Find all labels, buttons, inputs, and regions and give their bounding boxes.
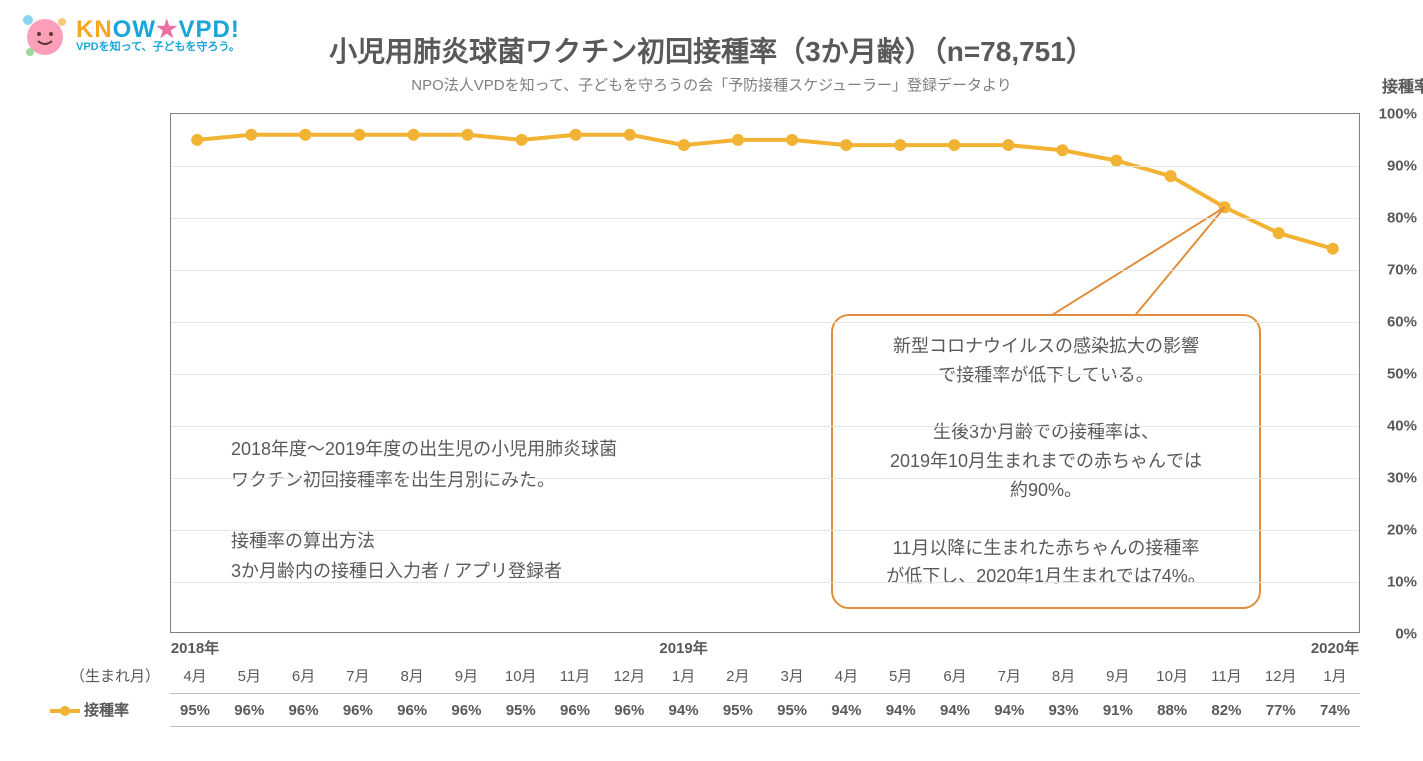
logo-star: ★ xyxy=(156,16,179,43)
gridline xyxy=(171,166,1359,167)
y-axis-title: 接種率 xyxy=(1382,73,1423,97)
gridline xyxy=(171,426,1359,427)
x-month-label: 5月 xyxy=(889,665,912,686)
x-month-label: 2月 xyxy=(726,665,749,686)
value-cell: 88% xyxy=(1157,694,1187,728)
y-tick-label: 60% xyxy=(1387,314,1417,331)
value-cell: 96% xyxy=(451,694,481,728)
gridline xyxy=(171,530,1359,531)
x-month-label: 7月 xyxy=(998,665,1021,686)
callout-line: 11月以降に生まれた赤ちゃんの接種率 xyxy=(893,538,1200,558)
value-cell: 96% xyxy=(614,694,644,728)
value-cell: 94% xyxy=(831,694,861,728)
value-cell: 82% xyxy=(1211,694,1241,728)
y-tick-label: 80% xyxy=(1387,210,1417,227)
x-month-label: 7月 xyxy=(346,665,369,686)
y-tick-label: 20% xyxy=(1387,522,1417,539)
logo-text: KNOW★VPD! VPDを知って、子どもを守ろう。 xyxy=(76,18,240,53)
x-month-label: 1月 xyxy=(1323,665,1346,686)
x-year-label: 2018年 xyxy=(171,637,219,658)
x-month-label: 10月 xyxy=(505,665,537,686)
logo-kn: KN xyxy=(76,16,113,43)
x-month-label: 3月 xyxy=(780,665,803,686)
y-tick-label: 0% xyxy=(1395,626,1417,643)
y-tick-label: 40% xyxy=(1387,418,1417,435)
logo-vpd: VPD! xyxy=(179,16,240,43)
gridline xyxy=(171,270,1359,271)
x-month-label: 11月 xyxy=(1211,665,1242,686)
y-tick-label: 100% xyxy=(1379,106,1417,123)
x-axis-row-label: （生まれ月） xyxy=(70,665,160,686)
x-month-label: 12月 xyxy=(1265,665,1297,686)
logo-subtitle: VPDを知って、子どもを守ろう。 xyxy=(76,42,240,53)
x-month-label: 5月 xyxy=(238,665,261,686)
logo-ow: OW xyxy=(113,16,156,43)
value-cell: 96% xyxy=(560,694,590,728)
value-cell: 96% xyxy=(234,694,264,728)
logo-icon xyxy=(20,10,70,60)
gridline xyxy=(171,374,1359,375)
y-tick-label: 10% xyxy=(1387,574,1417,591)
x-month-label: 10月 xyxy=(1156,665,1188,686)
value-cell: 96% xyxy=(289,694,319,728)
value-cell: 96% xyxy=(397,694,427,728)
legend-text: 接種率 xyxy=(84,694,129,728)
callout-line: 2019年10月生まれまでの赤ちゃんでは xyxy=(890,451,1202,471)
x-month-label: 8月 xyxy=(1052,665,1075,686)
x-month-label: 6月 xyxy=(292,665,315,686)
y-tick-label: 70% xyxy=(1387,262,1417,279)
y-tick-label: 50% xyxy=(1387,366,1417,383)
x-month-label: 4月 xyxy=(835,665,858,686)
callout-line: 新型コロナウイルスの感染拡大の影響 xyxy=(893,336,1199,356)
legend: 接種率 xyxy=(50,694,129,728)
x-month-label: 6月 xyxy=(943,665,966,686)
value-cell: 93% xyxy=(1049,694,1079,728)
gridline xyxy=(171,218,1359,219)
callout-line: が低下し、2020年1月生まれでは74%。 xyxy=(886,566,1206,586)
value-cell: 95% xyxy=(723,694,753,728)
plot-area: 2018年度～2019年度の出生児の小児用肺炎球菌 ワクチン初回接種率を出生月別… xyxy=(170,113,1360,633)
x-axis-years: 2018年 2019年 2020年 xyxy=(170,637,1360,665)
legend-swatch xyxy=(50,709,80,713)
x-month-label: 12月 xyxy=(613,665,645,686)
y-tick-label: 30% xyxy=(1387,470,1417,487)
gridline xyxy=(171,582,1359,583)
value-row: 接種率 95%96%96%96%96%96%95%96%96%94%95%95%… xyxy=(170,693,1360,727)
x-year-label: 2019年 xyxy=(659,637,707,658)
value-cell: 94% xyxy=(669,694,699,728)
x-month-label: 11月 xyxy=(560,665,591,686)
x-year-label: 2020年 xyxy=(1311,637,1359,658)
x-month-label: 8月 xyxy=(400,665,423,686)
callout-box: 新型コロナウイルスの感染拡大の影響 で接種率が低下している。 生後3か月齢での接… xyxy=(831,314,1261,609)
x-axis-months: （生まれ月） 4月5月6月7月8月9月10月11月12月1月2月3月4月5月6月… xyxy=(170,665,1360,693)
value-cell: 95% xyxy=(506,694,536,728)
y-tick-label: 90% xyxy=(1387,158,1417,175)
value-cell: 91% xyxy=(1103,694,1133,728)
x-month-label: 9月 xyxy=(1106,665,1129,686)
chart-subtitle: NPO法人VPDを知って、子どもを守ろうの会「予防接種スケジューラー」登録データ… xyxy=(20,74,1403,95)
value-cell: 95% xyxy=(777,694,807,728)
callout-line: 約90%。 xyxy=(1010,480,1082,500)
value-cell: 94% xyxy=(886,694,916,728)
value-cell: 94% xyxy=(940,694,970,728)
value-cell: 74% xyxy=(1320,694,1350,728)
x-month-label: 4月 xyxy=(183,665,206,686)
chart-container: 接種率 2018年度～2019年度の出生児の小児用肺炎球菌 ワクチン初回接種率を… xyxy=(170,113,1360,727)
value-cell: 94% xyxy=(994,694,1024,728)
value-cell: 96% xyxy=(343,694,373,728)
gridline xyxy=(171,478,1359,479)
value-cell: 95% xyxy=(180,694,210,728)
value-cell: 77% xyxy=(1266,694,1296,728)
x-month-label: 1月 xyxy=(672,665,695,686)
x-month-label: 9月 xyxy=(455,665,478,686)
gridline xyxy=(171,322,1359,323)
